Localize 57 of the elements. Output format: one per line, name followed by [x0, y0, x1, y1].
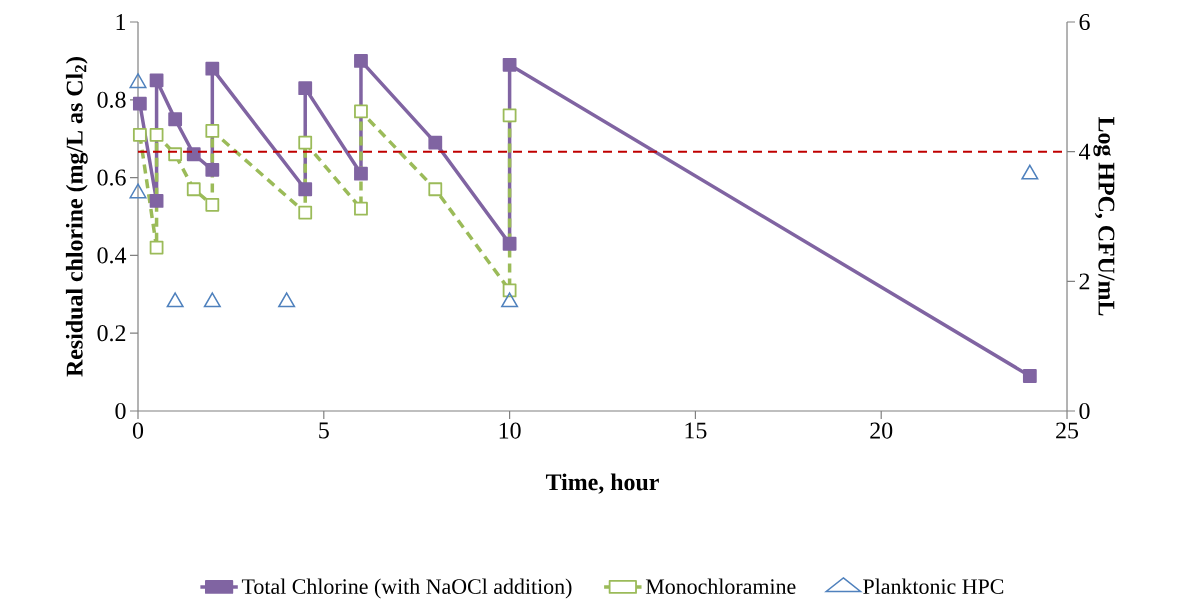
point — [502, 283, 517, 298]
legend-label: Total Chlorine (with NaOCl addition) — [241, 578, 572, 599]
y-tick-label: 0.2 — [97, 325, 126, 342]
point — [354, 104, 368, 119]
point — [502, 57, 517, 72]
x-tick-label: 20 — [870, 422, 893, 439]
y2-tick-label: 4 — [1079, 143, 1091, 160]
point — [149, 240, 164, 255]
point — [205, 197, 220, 212]
x-axis-title: Time, hour — [545, 473, 659, 494]
y-tick-label: 0.4 — [97, 247, 127, 264]
point — [205, 124, 220, 138]
point — [502, 236, 517, 251]
x-tick-label: 0 — [132, 422, 144, 439]
y2-tick-label: 0 — [1079, 402, 1090, 420]
point — [278, 292, 296, 308]
point — [354, 166, 368, 181]
y2-axis-title: Log HPC, CFU/mL — [1093, 116, 1115, 316]
point — [298, 135, 313, 150]
point — [203, 292, 221, 308]
point — [428, 182, 443, 197]
legend-label: Planktonic HPC — [863, 578, 1004, 594]
y-tick-label: 0.6 — [97, 169, 126, 186]
point — [502, 108, 517, 123]
point — [149, 73, 164, 88]
x-tick-label: 15 — [685, 422, 707, 439]
y-tick-label: 1 — [116, 14, 126, 30]
point — [428, 135, 443, 150]
y2-tick-label: 6 — [1079, 13, 1090, 31]
y-axis-title: Residual chlorine (mg/L as Cl$_{2}$) — [65, 57, 88, 377]
point — [501, 292, 519, 308]
point — [298, 81, 313, 96]
point — [205, 61, 220, 76]
point — [1021, 164, 1039, 180]
legend-label: Monochloramine — [645, 578, 796, 594]
point — [129, 183, 147, 199]
point — [166, 292, 184, 308]
point — [298, 205, 313, 220]
point — [129, 73, 147, 89]
point — [205, 162, 220, 177]
x-tick-label: 25 — [1056, 422, 1079, 439]
point — [298, 182, 313, 197]
x-tick-label: 10 — [499, 422, 521, 439]
point — [354, 201, 368, 216]
y-tick-label: 0 — [115, 402, 126, 420]
point — [132, 96, 147, 111]
point — [354, 53, 368, 68]
y2-tick-label: 2 — [1079, 273, 1090, 290]
x-tick-label: 5 — [319, 422, 329, 439]
point — [168, 112, 183, 127]
point — [149, 194, 164, 208]
point — [186, 147, 201, 162]
y-tick-label: 0.8 — [97, 91, 126, 108]
point — [186, 182, 201, 197]
point — [149, 127, 164, 142]
point — [1022, 369, 1037, 383]
point — [132, 127, 147, 142]
